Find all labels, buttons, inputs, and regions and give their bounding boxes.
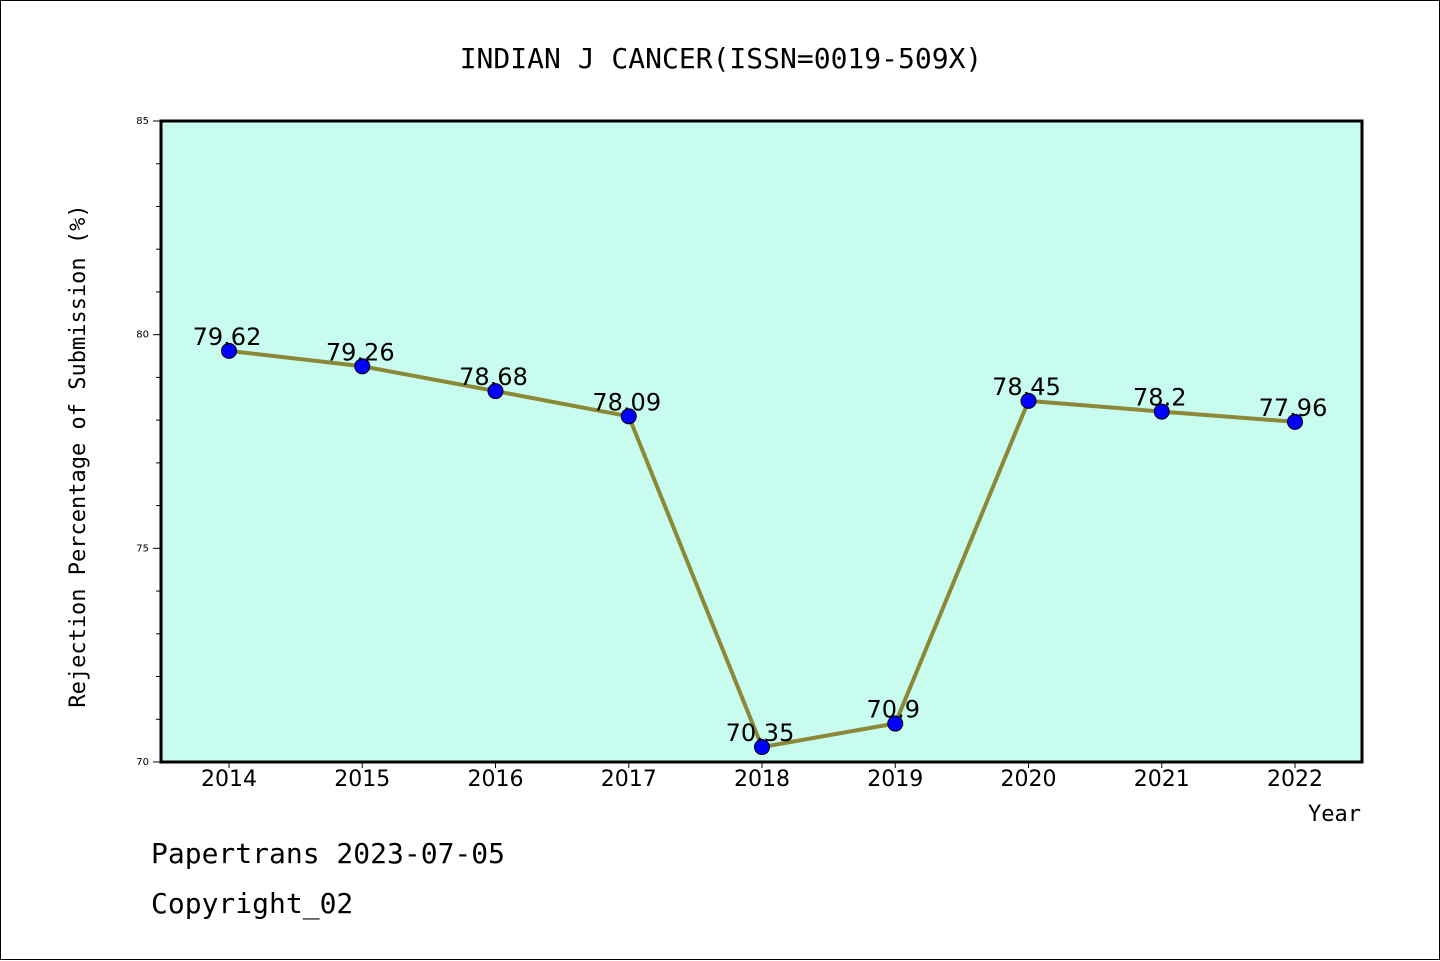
x-axis-label: Year bbox=[1308, 802, 1361, 827]
x-tick-label: 2016 bbox=[468, 767, 524, 792]
footer-date: Papertrans 2023-07-05 bbox=[151, 837, 506, 870]
data-point bbox=[221, 342, 237, 359]
x-tick-label: 2015 bbox=[334, 767, 390, 792]
data-point bbox=[1287, 413, 1303, 430]
y-axis-label: Rejection Percentage of Submission (%) bbox=[66, 204, 91, 707]
data-point bbox=[887, 715, 904, 732]
y-tick-label: 70 bbox=[136, 757, 149, 768]
data-point bbox=[1153, 403, 1170, 420]
data-label: 70.35 bbox=[726, 719, 795, 747]
data-label: 77.96 bbox=[1259, 394, 1328, 422]
data-label: 78.68 bbox=[459, 363, 528, 391]
data-label: 70.9 bbox=[867, 696, 920, 724]
x-axis-ticks: 2014 2015 2016 2017 2018 2019 2020 2021 2022 bbox=[201, 762, 1323, 792]
y-tick-label: 75 bbox=[136, 543, 149, 554]
data-point bbox=[354, 358, 371, 375]
data-label: 79.62 bbox=[193, 323, 262, 351]
y-axis-ticks: 70 75 80 85 bbox=[136, 116, 161, 768]
x-tick-label: 2022 bbox=[1267, 767, 1323, 792]
data-label: 78.2 bbox=[1133, 384, 1186, 412]
data-point bbox=[620, 408, 637, 425]
data-label: 78.09 bbox=[592, 388, 661, 416]
y-tick-label: 80 bbox=[136, 330, 149, 341]
x-tick-label: 2020 bbox=[1001, 767, 1057, 792]
plot-area bbox=[159, 119, 1364, 764]
footer-copyright: Copyright_02 bbox=[151, 887, 354, 920]
data-point bbox=[754, 739, 770, 756]
x-tick-label: 2014 bbox=[201, 767, 257, 792]
y-tick-label: 85 bbox=[136, 116, 149, 127]
data-point bbox=[487, 383, 504, 400]
data-label: 79.26 bbox=[326, 338, 395, 366]
x-tick-label: 2021 bbox=[1134, 767, 1190, 792]
series: 79.62 79.26 78.68 78.09 70.35 70.9 78.45 78.2 77… bbox=[193, 323, 1328, 756]
x-tick-label: 2017 bbox=[601, 767, 657, 792]
x-tick-label: 2018 bbox=[734, 767, 790, 792]
chart-title: INDIAN J CANCER(ISSN=0019-509X) bbox=[460, 42, 983, 75]
data-label: 78.45 bbox=[992, 373, 1061, 401]
data-point bbox=[1020, 392, 1037, 409]
x-tick-label: 2019 bbox=[867, 767, 923, 792]
